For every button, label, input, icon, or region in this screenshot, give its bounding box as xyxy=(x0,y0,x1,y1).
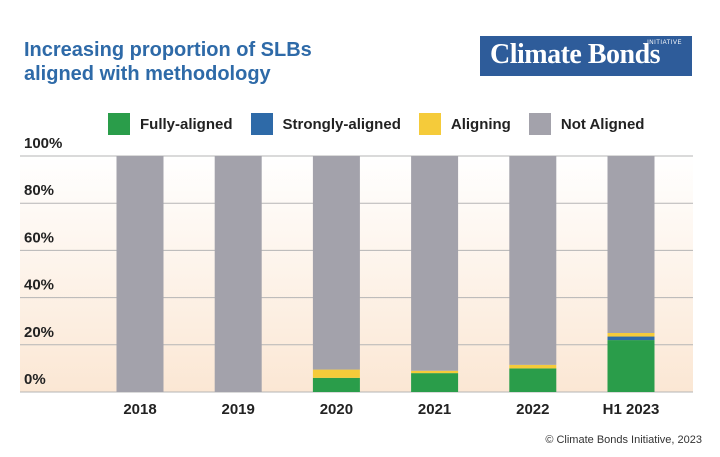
legend-label-fully-aligned: Fully-aligned xyxy=(140,115,233,133)
bar-segment-not-aligned xyxy=(509,156,557,365)
bar-segment-aligning xyxy=(607,333,655,337)
y-tick-label: 0% xyxy=(24,371,46,388)
legend-swatch-fully-aligned xyxy=(108,113,130,135)
bar-segment-aligning xyxy=(411,370,459,374)
logo-text: Climate Bonds xyxy=(490,39,661,70)
copyright-note: © Climate Bonds Initiative, 2023 xyxy=(545,434,702,446)
bar-segment-strongly-aligned xyxy=(607,336,655,341)
bar-segment-aligning xyxy=(312,369,360,378)
chart-legend: Fully-aligned Strongly-aligned Aligning … xyxy=(108,112,662,136)
legend-label-strongly-aligned: Strongly-aligned xyxy=(282,115,401,133)
bar-segment-not-aligned xyxy=(411,156,459,371)
legend-swatch-strongly-aligned xyxy=(250,113,273,135)
y-tick-label: 40% xyxy=(24,277,54,294)
bar-segment-fully-aligned xyxy=(312,377,360,392)
bar-segment-aligning xyxy=(509,364,557,369)
bar-segment-fully-aligned xyxy=(607,340,655,392)
y-tick-label: 80% xyxy=(24,182,54,199)
y-tick-label: 100% xyxy=(24,135,62,152)
y-tick-label: 20% xyxy=(24,324,54,341)
x-tick-label: H1 2023 xyxy=(603,401,660,418)
bar-segment-fully-aligned xyxy=(509,368,557,392)
y-tick-label: 60% xyxy=(24,229,54,246)
bar-segment-not-aligned xyxy=(116,156,164,392)
x-tick-label: 2018 xyxy=(123,401,156,418)
logo-subtitle: INITIATIVE xyxy=(647,40,682,46)
chart-title-line-1: Increasing proportion of SLBs xyxy=(24,39,312,61)
bar-segment-not-aligned xyxy=(214,156,262,392)
climate-bonds-logo: INITIATIVE Climate Bonds xyxy=(480,36,692,76)
bar-segment-not-aligned xyxy=(312,156,360,370)
x-tick-label: 2019 xyxy=(222,401,255,418)
x-tick-label: 2022 xyxy=(516,401,549,418)
chart-title-line-2: aligned with methodology xyxy=(24,63,271,85)
bar-segment-fully-aligned xyxy=(411,373,459,392)
x-tick-label: 2020 xyxy=(320,401,353,418)
legend-item-strongly-aligned: Strongly-aligned xyxy=(250,113,401,135)
legend-label-aligning: Aligning xyxy=(450,115,511,133)
legend-item-aligning: Aligning xyxy=(418,113,511,135)
legend-item-fully-aligned: Fully-aligned xyxy=(108,113,233,135)
legend-item-not-aligned: Not Aligned xyxy=(528,113,645,135)
chart-title: Increasing proportion of SLBs aligned wi… xyxy=(24,38,444,86)
legend-label-not-aligned: Not Aligned xyxy=(560,115,645,133)
legend-swatch-aligning xyxy=(418,113,441,135)
x-tick-label: 2021 xyxy=(418,401,451,418)
bar-segment-not-aligned xyxy=(607,156,655,333)
legend-swatch-not-aligned xyxy=(528,113,551,135)
